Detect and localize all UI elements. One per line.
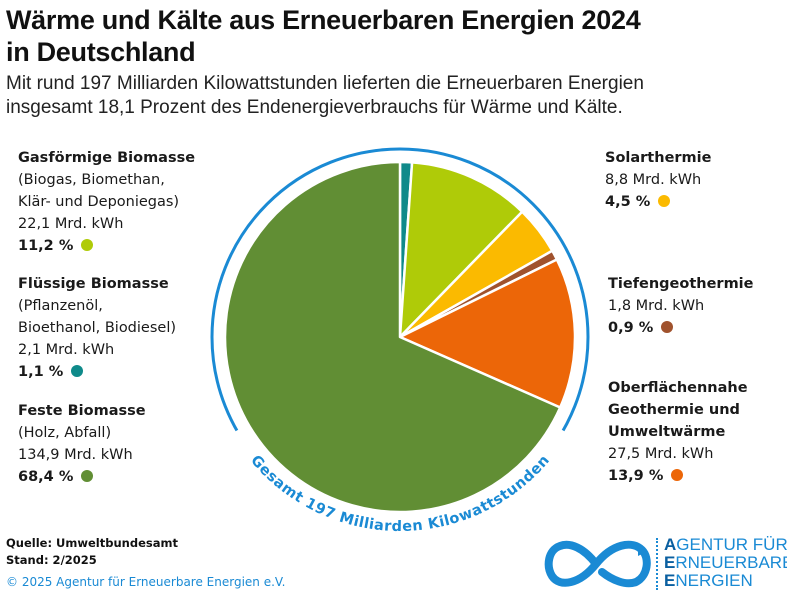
logo-divider (656, 538, 658, 590)
label-percent: 11,2 % (18, 238, 74, 254)
label-value: 27,5 Mrd. kWh (608, 446, 714, 462)
pie-slices (223, 160, 577, 514)
logo-initial: E (664, 553, 676, 572)
logo-line: NERGIEN (675, 571, 753, 590)
logo-initial: E (664, 571, 676, 590)
label-detail: (Pflanzenöl, (18, 298, 103, 314)
label-name: Gasförmige Biomasse (18, 150, 196, 166)
legend-dot-icon (81, 239, 94, 251)
label-detail: Klär- und Deponiegas) (18, 194, 180, 210)
label-detail: Bioethanol, Biodiesel) (18, 320, 176, 336)
chart-subtitle: Mit rund 197 Milliarden Kilowattstunden … (6, 72, 644, 120)
label-value: 1,8 Mrd. kWh (608, 298, 705, 314)
aee-logo: AGENTUR FÜR ERNEUERBARE ENERGIEN (540, 536, 787, 592)
subtitle-line-1: Mit rund 197 Milliarden Kilowattstunden … (6, 73, 644, 94)
label-name: Feste Biomasse (18, 403, 146, 419)
label-percent: 0,9 % (608, 320, 654, 336)
stand-text: Stand: 2/2025 (6, 553, 97, 567)
label-solarthermie: Solarthermie 8,8 Mrd. kWh 4,5 % (605, 147, 711, 213)
logo-text: AGENTUR FÜR ERNEUERBARE ENERGIEN (664, 536, 787, 590)
infinity-logo-icon (544, 540, 651, 588)
legend-dot-icon (658, 195, 671, 207)
source-text: Quelle: Umweltbundesamt (6, 536, 178, 550)
pie-slice-gas (398, 161, 524, 339)
label-value: 22,1 Mrd. kWh (18, 216, 124, 232)
label-name: Tiefengeothermie (608, 276, 754, 292)
label-value: 134,9 Mrd. kWh (18, 447, 133, 463)
label-percent: 4,5 % (605, 194, 651, 210)
copyright: © 2025 Agentur für Erneuerbare Energien … (6, 575, 286, 589)
label-detail: (Biogas, Biomethan, (18, 172, 165, 188)
legend-dot-icon (71, 365, 84, 377)
label-value: 8,8 Mrd. kWh (605, 172, 702, 188)
legend-dot-icon (671, 469, 684, 481)
label-value: 2,1 Mrd. kWh (18, 342, 115, 358)
label-detail: (Holz, Abfall) (18, 425, 112, 441)
title-line-1: Wärme und Kälte aus Erneuerbaren Energie… (6, 5, 641, 35)
label-name: Geothermie und (608, 402, 740, 418)
label-fluessige-biomasse: Flüssige Biomasse (Pflanzenöl, Bioethano… (18, 273, 176, 383)
logo-line: RNEUERBARE (675, 553, 787, 572)
subtitle-line-2: insgesamt 18,1 Prozent des Endenergiever… (6, 97, 623, 118)
label-feste-biomasse: Feste Biomasse (Holz, Abfall) 134,9 Mrd.… (18, 400, 146, 488)
legend-dot-icon (661, 321, 674, 333)
label-name: Oberflächennahe (608, 380, 748, 396)
label-name: Flüssige Biomasse (18, 276, 169, 292)
ring-gap (233, 428, 567, 529)
label-name: Solarthermie (605, 150, 712, 166)
label-percent: 1,1 % (18, 364, 64, 380)
label-percent: 13,9 % (608, 468, 664, 484)
label-tiefengeothermie: Tiefengeothermie 1,8 Mrd. kWh 0,9 % (608, 273, 754, 339)
title-line-2: in Deutschland (6, 37, 196, 67)
chart-title: Wärme und Kälte aus Erneuerbaren Energie… (6, 4, 641, 68)
logo-initial: A (664, 535, 677, 554)
label-gasfoermige-biomasse: Gasförmige Biomasse (Biogas, Biomethan, … (18, 147, 195, 257)
label-percent: 68,4 % (18, 469, 74, 485)
source-note: Quelle: Umweltbundesamt Stand: 2/2025 (6, 535, 178, 569)
pie-slice-ober (398, 258, 577, 409)
logo-line: GENTUR FÜR (676, 535, 787, 554)
pie-slice-feste (223, 160, 562, 514)
legend-dot-icon (81, 470, 94, 482)
label-name: Umweltwärme (608, 424, 726, 440)
label-oberflaechennahe-geothermie: Oberflächennahe Geothermie und Umweltwär… (608, 377, 748, 487)
